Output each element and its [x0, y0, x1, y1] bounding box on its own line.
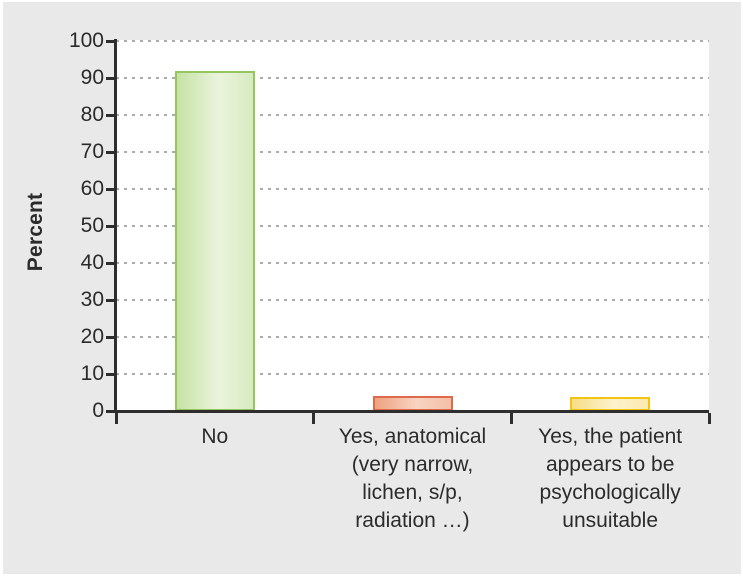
gridline-50	[116, 225, 709, 227]
y-tick-label-0: 0	[92, 399, 104, 422]
y-tick-20	[106, 335, 116, 339]
category-label-3-line-3: psychologically	[539, 481, 681, 504]
category-label-2-line-4: radiation …)	[355, 509, 470, 532]
y-tick-70	[106, 150, 116, 154]
gridline-20	[116, 336, 709, 338]
y-tick-label-90: 90	[80, 66, 104, 89]
y-tick-0	[106, 409, 116, 413]
gridline-40	[116, 262, 709, 264]
bar-1	[174, 70, 255, 411]
y-tick-80	[106, 113, 116, 117]
gridline-10	[116, 373, 709, 375]
y-tick-label-80: 80	[80, 103, 104, 126]
gridline-80	[116, 114, 709, 116]
y-tick-90	[106, 76, 116, 80]
y-tick-label-10: 10	[80, 362, 104, 385]
y-tick-50	[106, 224, 116, 228]
category-label-2-line-3: lichen, s/p,	[362, 481, 463, 504]
gridline-70	[116, 151, 709, 153]
y-axis-title: Percent	[24, 192, 47, 272]
x-tick-2	[509, 413, 513, 424]
y-tick-100	[106, 39, 116, 43]
y-tick-30	[106, 298, 116, 302]
y-tick-label-30: 30	[80, 288, 104, 311]
category-label-1-line-1: No	[201, 425, 229, 448]
category-label-2-line-2: (very narrow,	[351, 453, 474, 476]
gridline-100	[116, 40, 709, 42]
y-tick-label-60: 60	[80, 177, 104, 200]
x-tick-0	[114, 413, 118, 424]
bar-3	[570, 396, 651, 411]
gridline-90	[116, 77, 709, 79]
y-tick-label-50: 50	[80, 214, 104, 237]
gridline-60	[116, 188, 709, 190]
y-tick-10	[106, 372, 116, 376]
x-axis-line	[114, 410, 709, 413]
y-tick-60	[106, 187, 116, 191]
gridline-30	[116, 299, 709, 301]
y-tick-label-70: 70	[80, 140, 104, 163]
category-label-3-line-2: appears to be	[545, 453, 675, 476]
y-tick-40	[106, 261, 116, 265]
category-label-2-line-1: Yes, anatomical	[338, 425, 487, 448]
y-tick-label-20: 20	[80, 325, 104, 348]
category-label-3-line-4: unsuitable	[562, 509, 659, 532]
bar-2	[372, 396, 453, 411]
y-tick-label-100: 100	[68, 29, 104, 52]
x-tick-3	[707, 413, 711, 424]
y-tick-label-40: 40	[80, 251, 104, 274]
x-tick-1	[312, 413, 316, 424]
category-label-3-line-1: Yes, the patient	[538, 425, 683, 448]
